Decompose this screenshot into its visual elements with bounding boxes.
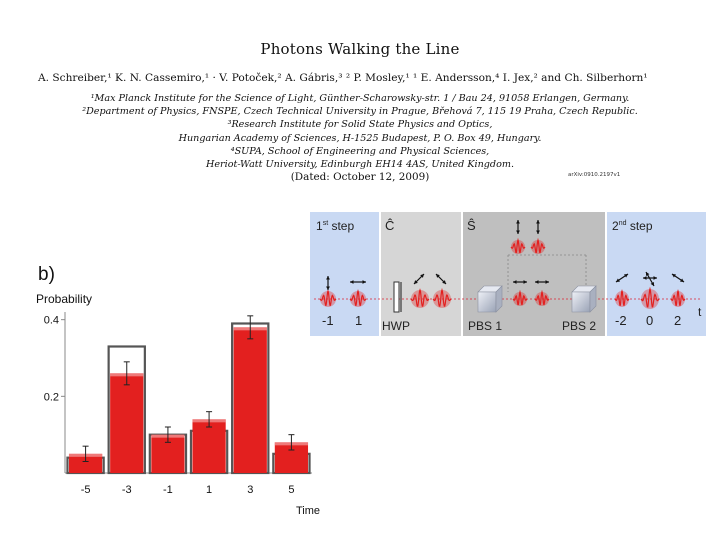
- panel-step-2: [606, 212, 706, 336]
- arxiv-stamp: arXiv:0910.2197v1: [568, 172, 621, 178]
- wave-packet: [512, 289, 528, 306]
- panel-title-shift: Ŝ: [467, 218, 476, 233]
- affiliation-line: ³Research Institute for Solid State Phys…: [227, 119, 493, 131]
- wave-packet: [349, 289, 367, 307]
- panel-title-step-1: 1st step: [316, 219, 354, 233]
- wave-packet: [319, 289, 337, 307]
- quantum-walk-diagram: 1st step Ĉ Ŝ 2nd step HWP PBS 1 PBS 2 -1…: [310, 212, 706, 336]
- time-axis-label: t: [698, 305, 702, 319]
- wave-packet: [410, 288, 430, 308]
- x-tick-label: -1: [163, 484, 173, 496]
- polarization-arrow: [615, 273, 629, 283]
- measured-bar: [233, 327, 267, 473]
- author-list: A. Schreiber,¹ K. N. Cassemiro,¹ · V. Po…: [38, 72, 648, 84]
- position-label: -1: [322, 313, 334, 328]
- pbs-2-cube: [571, 285, 597, 313]
- pbs-2-label: PBS 2: [562, 319, 596, 333]
- panel-label: b): [38, 264, 55, 285]
- x-tick-label: -5: [81, 484, 91, 496]
- polarization-arrow: [645, 271, 655, 287]
- hwp-plate: [393, 281, 400, 313]
- dated-line: (Dated: October 12, 2009): [290, 171, 430, 184]
- wave-packet: [530, 237, 546, 254]
- hwp-label: HWP: [382, 319, 410, 333]
- polarization-arrow: [671, 273, 685, 283]
- affiliation-line: Hungarian Academy of Sciences, H-1525 Bu…: [178, 132, 542, 144]
- measured-bar: [192, 419, 226, 473]
- x-tick-label: 1: [206, 484, 212, 496]
- panel-shift: [462, 212, 606, 336]
- affiliation-line: ¹Max Planck Institute for the Science of…: [90, 93, 630, 104]
- polarization-arrow: [536, 220, 540, 234]
- affiliations: ¹Max Planck Institute for the Science of…: [0, 92, 720, 184]
- wave-packet: [432, 287, 452, 308]
- y-axis-label: Probability: [36, 292, 92, 306]
- position-label: 1: [355, 313, 362, 328]
- polarization-arrow: [435, 273, 447, 285]
- paper-title: Photons Walking the Line: [260, 40, 460, 58]
- polarization-arrow: [535, 280, 549, 284]
- polarization-arrow: [513, 280, 527, 284]
- position-label: -2: [615, 313, 627, 328]
- wave-packet: [534, 289, 550, 306]
- x-tick-label: -3: [122, 484, 132, 496]
- x-tick-label: 5: [288, 484, 294, 496]
- wave-packet: [510, 237, 526, 254]
- affiliation-line: ²Department of Physics, FNSPE, Czech Tec…: [82, 106, 638, 118]
- polarization-arrow: [643, 276, 657, 280]
- panel-title-step-2: 2nd step: [612, 219, 653, 233]
- probability-bar-chart: b) Probability Time 0.2 0.4 -5 -3 -1 1 3 5: [36, 264, 320, 517]
- affiliation-line: ⁴SUPA, School of Engineering and Physica…: [230, 145, 490, 157]
- wave-packet: [614, 289, 630, 307]
- pbs-1-cube: [477, 285, 503, 313]
- panel-title-coin: Ĉ: [385, 218, 394, 233]
- position-label: 0: [646, 313, 653, 328]
- y-tick-label: 0.2: [44, 391, 59, 403]
- panel-step-1: [310, 212, 380, 336]
- measured-bar: [110, 373, 144, 473]
- polarization-arrow: [350, 280, 366, 284]
- affiliation-line: Heriot-Watt University, Edinburgh EH14 4…: [206, 159, 514, 171]
- polarization-arrow: [413, 273, 425, 285]
- x-tick-label: 3: [247, 484, 253, 496]
- wave-packet: [670, 289, 686, 307]
- x-axis-label: Time: [296, 505, 320, 517]
- polarization-arrow: [516, 220, 520, 234]
- polarization-arrow: [326, 276, 330, 290]
- panel-coin: [380, 212, 462, 336]
- y-tick-label: 0.4: [44, 315, 59, 327]
- position-label: 2: [674, 313, 681, 328]
- hwp-plate-edge: [400, 282, 402, 312]
- wave-packet: [640, 286, 660, 309]
- pbs-1-label: PBS 1: [468, 319, 502, 333]
- measured-bar: [68, 453, 103, 473]
